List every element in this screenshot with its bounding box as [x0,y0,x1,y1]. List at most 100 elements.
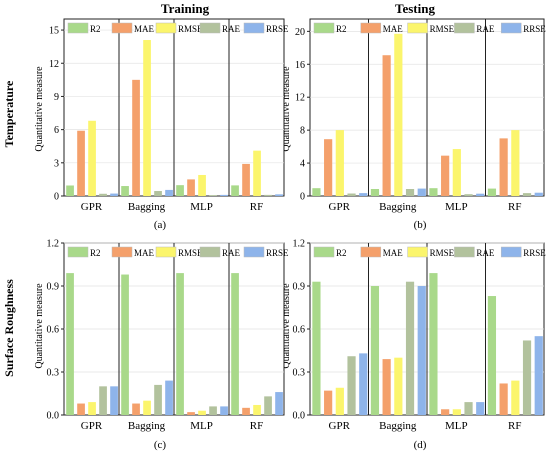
bar-bagging-rmse [143,40,151,196]
bar-gpr-mae [324,390,333,415]
bar-bagging-r2 [370,286,380,415]
bar-rf-rmse [511,380,520,415]
bar-gpr-r2 [66,273,74,415]
bar-gpr-rmse [335,387,344,415]
x-tick-label: MLP [445,201,468,213]
bar-bagging-rae [154,191,162,196]
legend-label-mae: MAE [383,248,404,258]
panel-label-c: (c) [153,439,167,451]
bar-gpr-rrse [110,386,118,415]
bar-rf-rmse [253,404,261,415]
bar-mlp-mae [441,155,450,196]
bar-rf-mae [499,138,508,196]
legend-label-rae: RAE [476,24,495,34]
bar-mlp-mae [441,409,450,415]
bar-mlp-rmse [452,149,461,196]
legend-label-r2: R2 [336,24,347,34]
legend-label-rae: RAE [222,248,241,258]
legend-label-rae: RAE [476,248,495,258]
x-tick-label: RF [250,420,263,432]
bar-bagging-r2 [121,274,129,415]
bar-mlp-rrse [220,194,228,196]
bar-mlp-rrse [476,402,485,415]
bar-bagging-rae [405,189,415,196]
y-tick-label: 9 [54,92,59,103]
bar-gpr-r2 [66,185,74,196]
legend-label-rmse: RMSE [430,248,455,258]
legend-swatch-rae [454,246,475,258]
x-tick-label: RF [508,201,521,213]
x-tick-label: RF [250,201,263,213]
bar-rf-rae [264,396,272,415]
bar-mlp-rmse [198,174,206,196]
bar-bagging-mae [132,79,140,196]
y-tick-label: 0.0 [293,411,306,422]
bar-mlp-r2 [176,273,184,415]
bar-gpr-rmse [88,402,96,415]
bar-gpr-rmse [335,130,344,196]
bar-gpr-mae [324,139,333,196]
bar-gpr-rrse [110,193,118,196]
bar-rf-rae [522,340,532,415]
bar-rf-mae [242,407,250,415]
legend-label-mae: MAE [134,24,155,34]
bar-bagging-r2 [370,189,380,196]
x-tick-label: MLP [190,201,213,213]
y-tick-label: 12 [295,93,305,104]
bar-rf-rae [522,193,532,196]
bar-gpr-rmse [88,120,96,196]
y-tick-label: 20 [295,27,305,38]
bar-bagging-rae [405,281,415,415]
legend-swatch-r2 [313,246,335,258]
bar-rf-rmse [253,150,261,196]
bar-mlp-rae [209,406,217,415]
bar-mlp-rmse [198,410,206,415]
legend-label-mae: MAE [134,248,155,258]
y-tick-label: 0.3 [293,368,306,379]
legend-swatch-mae [111,246,133,258]
legend-swatch-rrse [243,246,265,258]
bar-bagging-rmse [394,357,403,415]
bar-mlp-r2 [429,188,438,196]
y-tick-label: 0.9 [47,282,60,293]
legend-label-rmse: RMSE [178,24,203,34]
legend-label-rmse: RMSE [178,248,203,258]
y-tick-label: 0.9 [293,282,306,293]
bar-rf-rrse [534,192,543,196]
legend-swatch-rrse [500,246,522,258]
bar-mlp-rmse [452,409,461,415]
bar-rf-r2 [487,188,497,196]
bar-gpr-r2 [312,281,321,415]
legend-label-mae: MAE [383,24,404,34]
y-tick-label: 0 [54,192,59,203]
bar-mlp-rrse [476,193,485,196]
legend-swatch-r2 [67,22,89,34]
panel-label-a: (a) [153,219,167,231]
legend-swatch-rae [199,22,221,34]
bar-rf-r2 [231,185,239,196]
bar-rf-r2 [487,296,497,415]
bar-mlp-mae [187,412,195,415]
legend-swatch-rmse [155,246,177,258]
legend-label-r2: R2 [336,248,347,258]
bar-rf-mae [242,163,250,196]
bar-rf-rrse [275,392,283,415]
y-tick-label: 0.6 [293,325,306,336]
bar-bagging-rrse [417,286,426,415]
bar-gpr-rae [347,356,356,415]
x-tick-label: MLP [445,420,468,432]
y-tick-label: 4 [300,159,305,170]
x-tick-label: Bagging [128,201,166,213]
panel-label-d: (d) [413,439,427,451]
legend-swatch-mae [111,22,133,34]
x-tick-label: GPR [329,201,351,213]
x-tick-label: MLP [190,420,213,432]
bar-bagging-mae [382,359,391,415]
bar-rf-r2 [231,273,239,415]
y-tick-label: 0 [300,192,305,203]
bar-bagging-rae [154,384,162,415]
legend-swatch-rrse [243,22,265,34]
bar-bagging-rmse [394,33,403,196]
